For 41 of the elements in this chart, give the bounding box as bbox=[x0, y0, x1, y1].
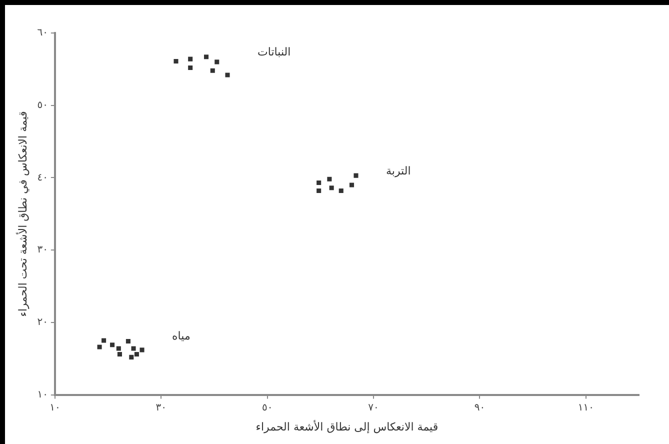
point bbox=[188, 56, 193, 62]
point bbox=[338, 188, 344, 194]
y-tick-label: ٢٠ bbox=[37, 317, 48, 328]
text: مياه bbox=[172, 329, 190, 342]
point bbox=[102, 338, 106, 343]
point bbox=[134, 352, 139, 357]
x-tick-label: ٧٠ bbox=[368, 402, 379, 414]
y-tick-label: ٣٠ bbox=[37, 244, 48, 256]
point bbox=[354, 173, 358, 178]
y-tick-label: ٤٠ bbox=[37, 172, 48, 184]
point bbox=[97, 344, 102, 350]
point bbox=[214, 60, 220, 64]
text: التربة bbox=[386, 164, 411, 178]
point bbox=[210, 68, 215, 73]
point bbox=[316, 180, 322, 186]
point bbox=[188, 65, 193, 70]
point bbox=[116, 346, 121, 351]
point bbox=[131, 346, 136, 351]
point bbox=[129, 354, 134, 360]
y-tick-label: ٦٠ bbox=[37, 28, 48, 39]
point bbox=[110, 342, 115, 348]
point bbox=[329, 186, 334, 190]
point bbox=[225, 72, 230, 78]
y-tick-label: ٥٠ bbox=[37, 100, 48, 111]
point bbox=[204, 54, 209, 60]
x-tick-label: ٣٠ bbox=[156, 402, 167, 414]
y-tick-label: ١٠ bbox=[37, 389, 48, 400]
point bbox=[126, 338, 130, 344]
point bbox=[117, 352, 122, 357]
x-tick-label: ٩٠ bbox=[474, 402, 486, 414]
point bbox=[349, 182, 354, 188]
point bbox=[174, 58, 178, 64]
x-tick-label: ١١٠ bbox=[578, 402, 594, 414]
point bbox=[316, 188, 322, 194]
point bbox=[327, 176, 332, 182]
x-tick-label: ١٠ bbox=[50, 402, 60, 414]
x-tick-label: ٥٠ bbox=[262, 402, 273, 414]
x-axis-title: قيمة الانعكاس إلى نطاق الأشعة الحمراء bbox=[256, 419, 438, 434]
point bbox=[140, 348, 144, 352]
text: النباتات bbox=[258, 46, 291, 59]
y-axis-title: قيمة الانعكاس في نطاق الأشعة تحت الحمراء bbox=[15, 111, 30, 317]
